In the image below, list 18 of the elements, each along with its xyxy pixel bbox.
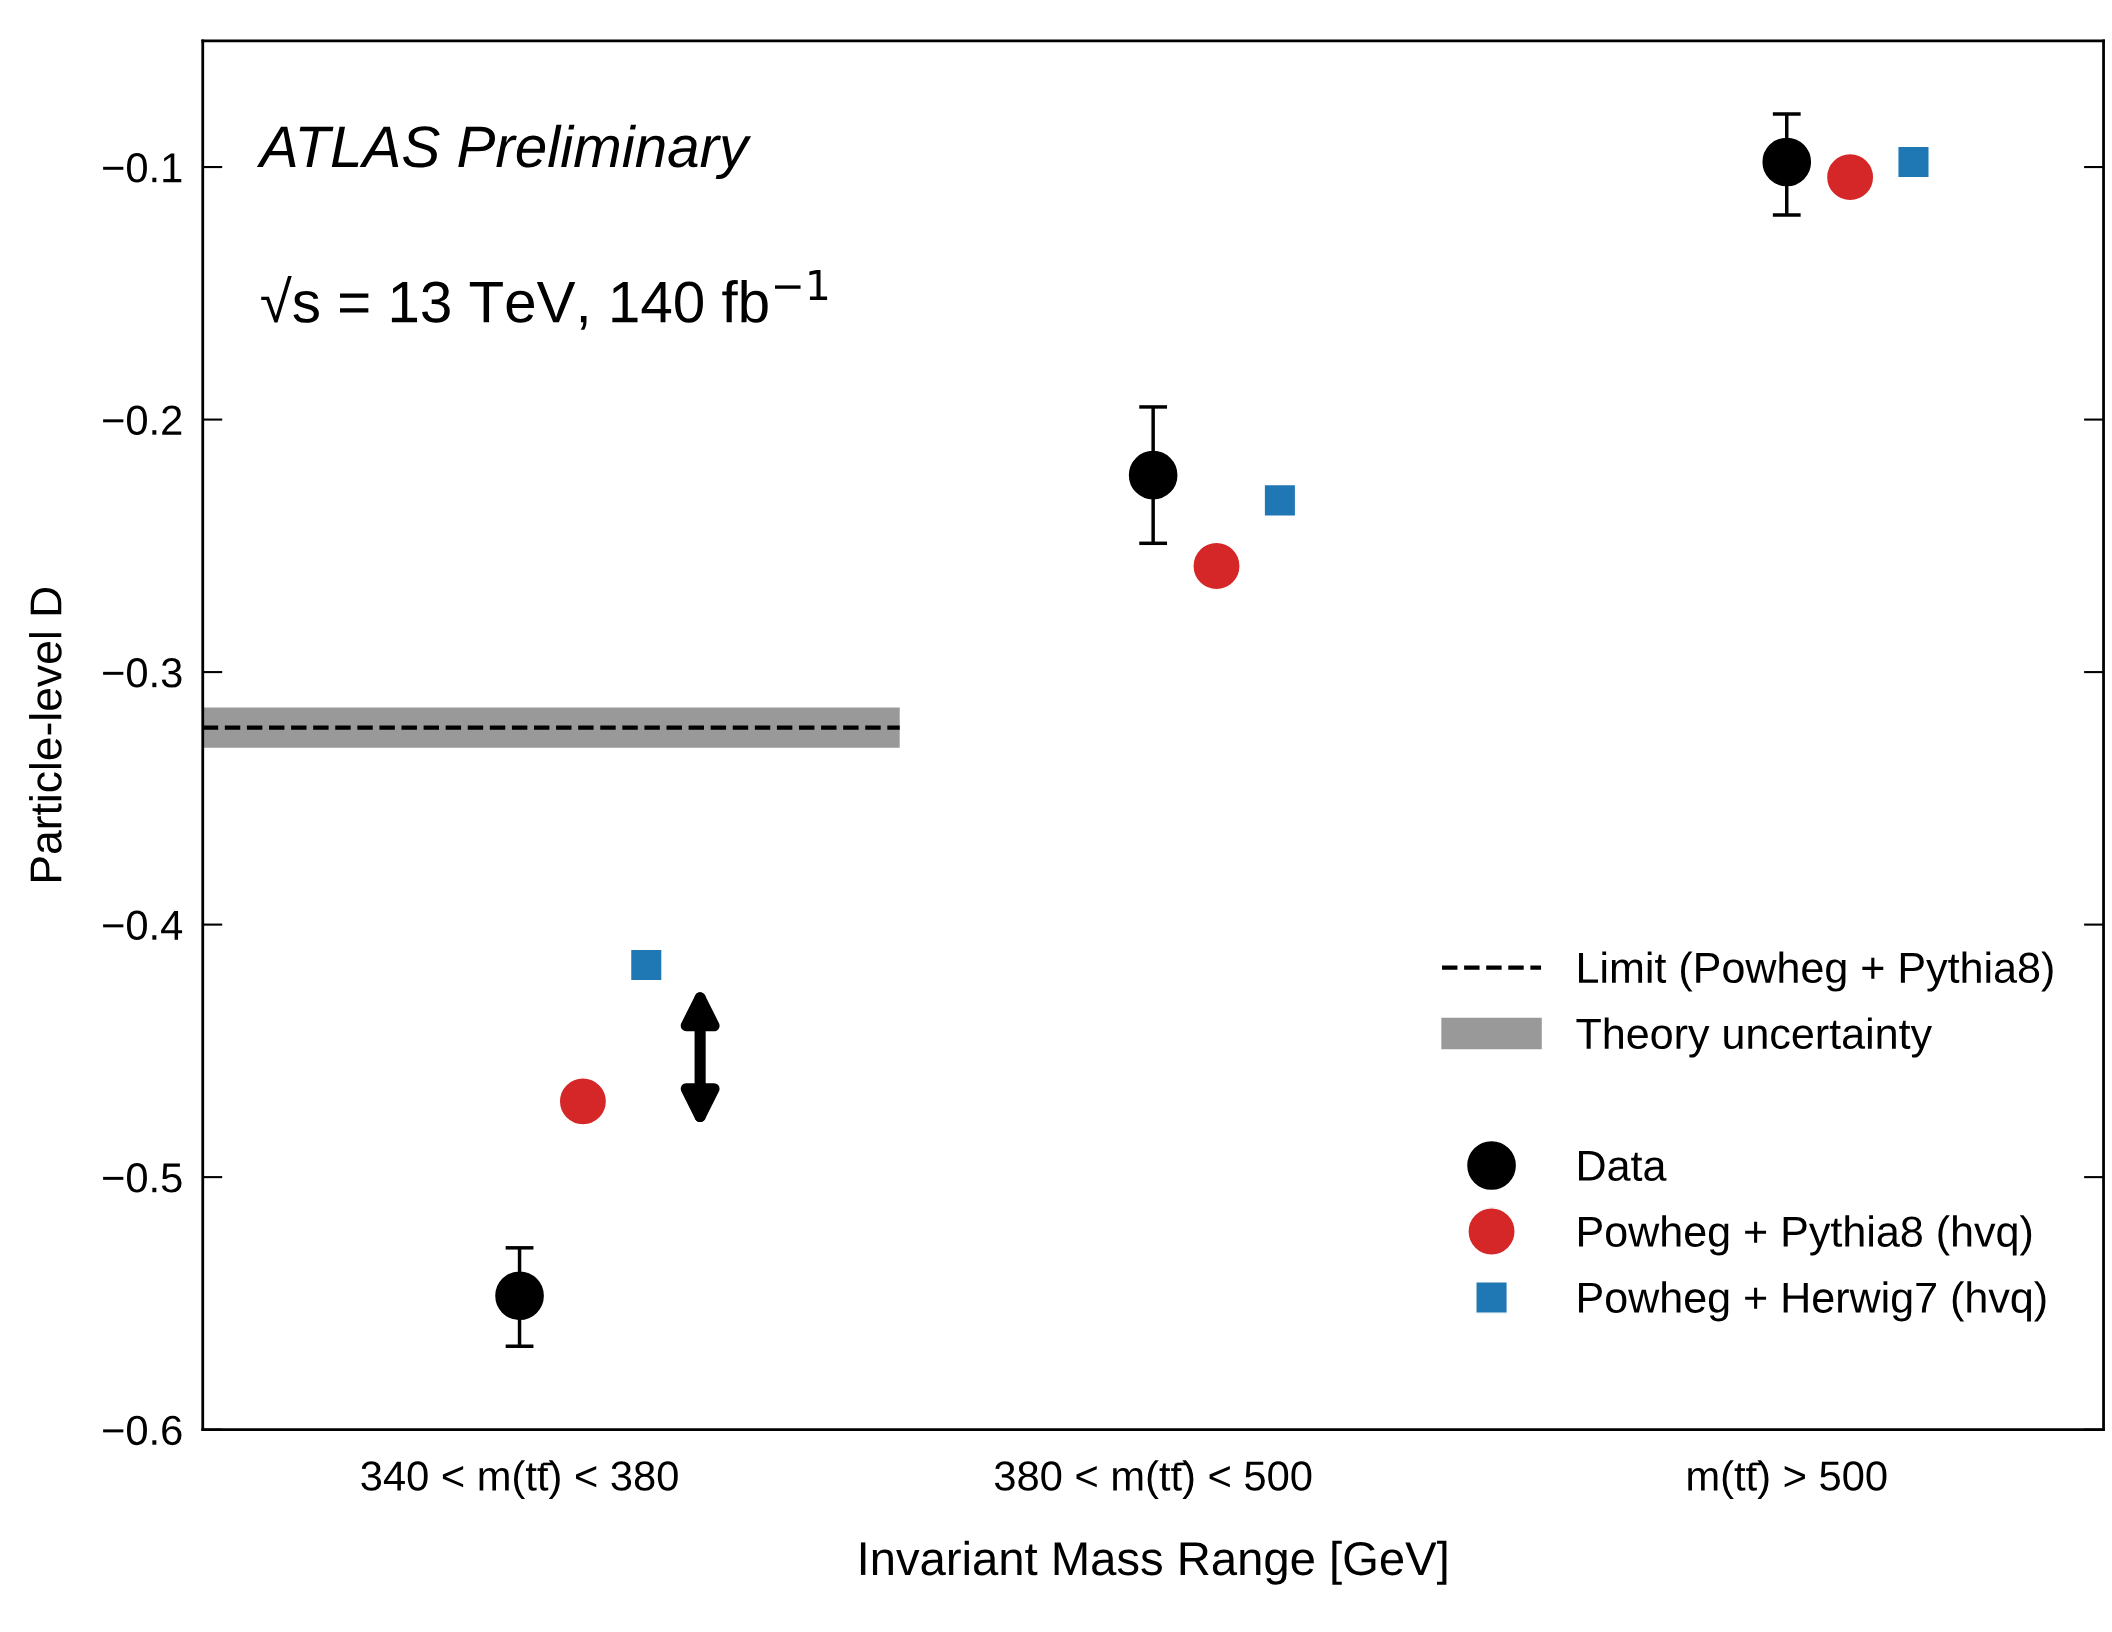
- y-tick-label: −0.5: [103, 1163, 182, 1193]
- legend-label: Data: [1579, 1150, 1667, 1181]
- y-axis-title: Particle-level D: [29, 587, 62, 881]
- legend-label: Powheg + Pythia8 (hvq): [1579, 1215, 2032, 1256]
- y-tick-label: −0.6: [103, 1415, 182, 1446]
- legend-label: Limit (Powheg + Pythia8): [1579, 951, 2053, 992]
- y-tick-label: −0.2: [103, 405, 182, 436]
- x-tick-label: 340 < m(tt̄) < 380: [361, 1460, 678, 1500]
- x-tick-label: 380 < m(tt̄) < 500: [994, 1460, 1312, 1500]
- x-tick-label: m(tt̄) > 500: [1688, 1460, 1887, 1500]
- x-axis-title: Invariant Mass Range [GeV]: [860, 1540, 1447, 1585]
- y-tick-label: −0.4: [103, 910, 183, 941]
- y-tick-label: −0.1: [103, 153, 182, 183]
- legend-label: Powheg + Herwig7 (hvq): [1579, 1281, 2046, 1322]
- annotation: √s = 13 TeV, 140 fb$^{−1}$: [261, 270, 828, 330]
- y-tick-label: −0.3: [103, 658, 182, 688]
- annotation: ATLAS Preliminary: [256, 124, 752, 180]
- legend-label: Theory uncertainty: [1576, 1017, 1932, 1058]
